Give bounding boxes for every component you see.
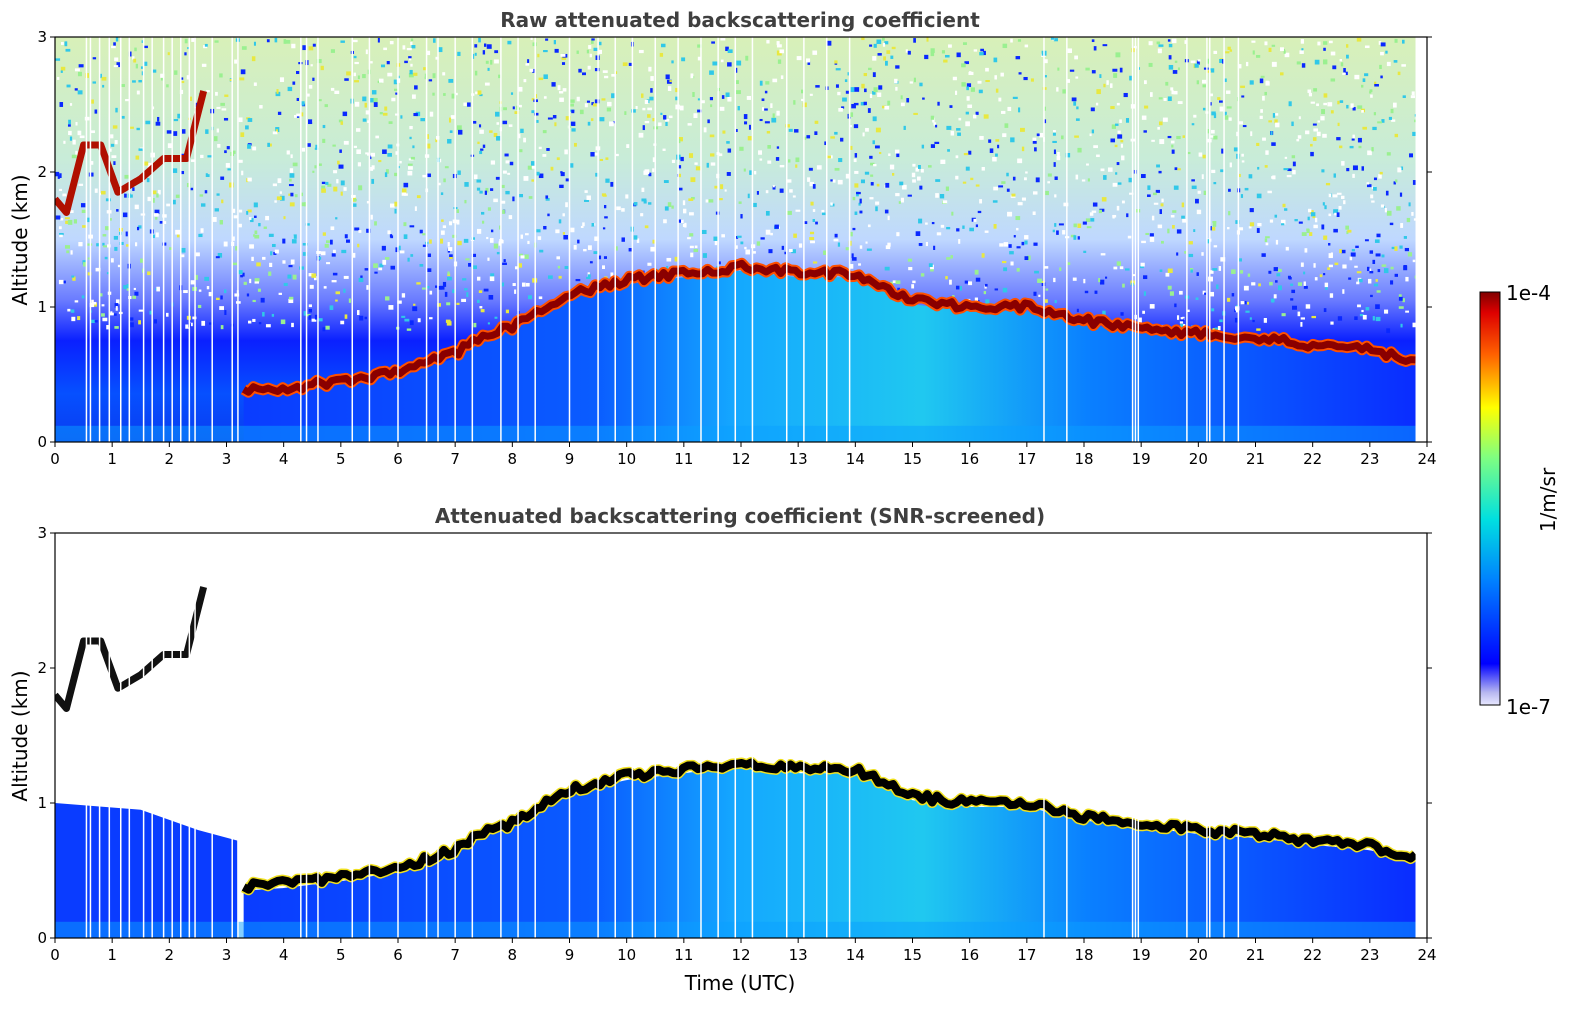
x-tick-label: 18 bbox=[1074, 450, 1093, 468]
snr-x-ticks: 0 1 2 3 4 5 6 7 8 9 10 11 12 13 14 15 16 17 18 19 20 21 22 23 24 bbox=[50, 938, 1437, 964]
x-tick-label: 1 bbox=[107, 946, 117, 964]
x-tick-label: 23 bbox=[1360, 946, 1379, 964]
snr-y-ticks: 0 1 2 3 bbox=[37, 524, 1432, 947]
data-gaps bbox=[85, 533, 1240, 938]
x-tick-label: 2 bbox=[165, 946, 175, 964]
boundary-layer-signal bbox=[243, 270, 1416, 442]
snr-early-aerosol bbox=[55, 803, 238, 938]
x-tick-label: 12 bbox=[731, 946, 750, 964]
x-tick-label: 21 bbox=[1246, 450, 1265, 468]
colorbar-min-label: 1e-7 bbox=[1506, 695, 1551, 719]
x-tick-label: 4 bbox=[279, 450, 289, 468]
x-tick-label: 6 bbox=[393, 450, 403, 468]
x-tick-label: 11 bbox=[674, 450, 693, 468]
x-tick-label: 1 bbox=[107, 450, 117, 468]
x-tick-label: 7 bbox=[450, 450, 460, 468]
x-tick-label: 8 bbox=[508, 946, 518, 964]
x-tick-label: 3 bbox=[222, 946, 232, 964]
x-tick-label: 19 bbox=[1132, 450, 1151, 468]
x-tick-label: 17 bbox=[1017, 946, 1036, 964]
y-tick-label: 2 bbox=[37, 659, 47, 677]
x-tick-label: 9 bbox=[565, 450, 575, 468]
x-tick-label: 3 bbox=[222, 450, 232, 468]
raw-y-axis-label: Altitude (km) bbox=[8, 174, 32, 305]
x-tick-label: 0 bbox=[50, 946, 60, 964]
x-tick-label: 5 bbox=[336, 946, 346, 964]
x-tick-label: 20 bbox=[1189, 450, 1208, 468]
data-gaps bbox=[85, 37, 1240, 442]
x-tick-label: 15 bbox=[903, 450, 922, 468]
x-tick-label: 15 bbox=[903, 946, 922, 964]
x-tick-label: 8 bbox=[508, 450, 518, 468]
y-tick-label: 0 bbox=[37, 433, 47, 451]
x-tick-label: 12 bbox=[731, 450, 750, 468]
upper-cloud-layer bbox=[55, 586, 208, 712]
x-tick-label: 14 bbox=[846, 946, 865, 964]
x-tick-label: 16 bbox=[960, 946, 979, 964]
x-tick-label: 18 bbox=[1074, 946, 1093, 964]
raw-heatmap bbox=[55, 37, 1416, 442]
colorbar-max-label: 1e-4 bbox=[1506, 281, 1551, 305]
x-tick-label: 2 bbox=[165, 450, 175, 468]
x-tick-label: 5 bbox=[336, 450, 346, 468]
x-tick-label: 14 bbox=[846, 450, 865, 468]
x-tick-label: 16 bbox=[960, 450, 979, 468]
x-tick-label: 20 bbox=[1189, 946, 1208, 964]
x-tick-label: 10 bbox=[617, 450, 636, 468]
y-tick-label: 0 bbox=[37, 929, 47, 947]
y-tick-label: 3 bbox=[37, 28, 47, 46]
raw-x-ticks: 0 1 2 3 4 5 6 7 8 9 10 11 12 13 14 15 16 17 18 19 20 21 22 23 24 bbox=[50, 442, 1437, 468]
cloud-layer bbox=[241, 259, 1416, 396]
cloud-layer bbox=[241, 758, 1416, 894]
x-tick-label: 24 bbox=[1417, 946, 1436, 964]
snr-screened-panel: Attenuated backscattering coefficient (S… bbox=[8, 504, 1437, 995]
snr-panel-title: Attenuated backscattering coefficient (S… bbox=[435, 504, 1045, 528]
x-tick-label: 19 bbox=[1132, 946, 1151, 964]
x-tick-label: 11 bbox=[674, 946, 693, 964]
x-axis-label: Time (UTC) bbox=[684, 971, 796, 995]
x-tick-label: 9 bbox=[565, 946, 575, 964]
x-tick-label: 7 bbox=[450, 946, 460, 964]
y-tick-label: 3 bbox=[37, 524, 47, 542]
x-tick-label: 22 bbox=[1303, 450, 1322, 468]
boundary-layer-signal bbox=[243, 766, 1416, 938]
x-tick-label: 21 bbox=[1246, 946, 1265, 964]
x-tick-label: 10 bbox=[617, 946, 636, 964]
y-tick-label: 1 bbox=[37, 794, 47, 812]
x-tick-label: 23 bbox=[1360, 450, 1379, 468]
x-tick-label: 6 bbox=[393, 946, 403, 964]
colorbar-unit-label: 1/m/sr bbox=[1536, 467, 1560, 532]
x-tick-label: 17 bbox=[1017, 450, 1036, 468]
colorbar: 1e-4 1e-7 1/m/sr bbox=[1479, 281, 1560, 719]
upper-cloud-layer bbox=[55, 90, 208, 216]
colorbar-scale bbox=[1479, 291, 1501, 706]
snr-heatmap bbox=[55, 533, 1416, 938]
x-tick-label: 0 bbox=[50, 450, 60, 468]
raw-y-ticks: 0 1 2 3 bbox=[37, 28, 1432, 451]
y-tick-label: 1 bbox=[37, 298, 47, 316]
snr-y-axis-label: Altitude (km) bbox=[8, 670, 32, 801]
x-tick-label: 24 bbox=[1417, 450, 1436, 468]
x-tick-label: 13 bbox=[789, 946, 808, 964]
x-tick-label: 22 bbox=[1303, 946, 1322, 964]
x-tick-label: 13 bbox=[789, 450, 808, 468]
x-tick-label: 4 bbox=[279, 946, 289, 964]
y-tick-label: 2 bbox=[37, 163, 47, 181]
raw-backscatter-panel: Raw attenuated backscattering coefficien… bbox=[8, 8, 1437, 468]
raw-panel-title: Raw attenuated backscattering coefficien… bbox=[500, 8, 980, 32]
